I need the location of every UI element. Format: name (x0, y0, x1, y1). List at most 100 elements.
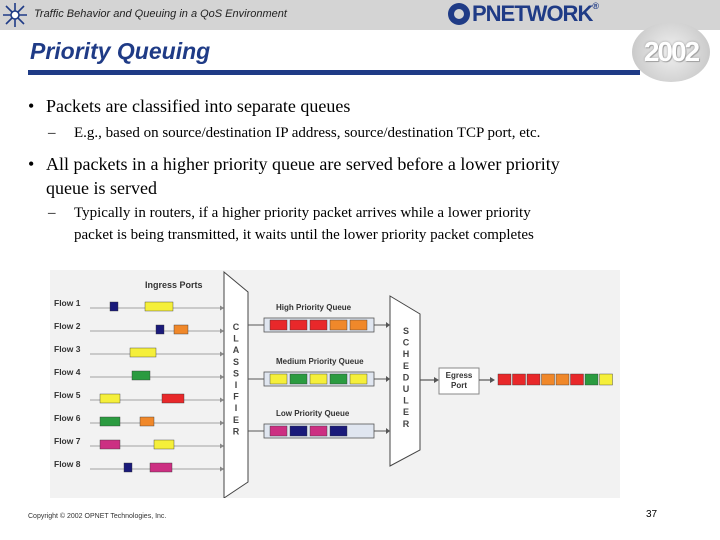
flow-packet (161, 393, 185, 404)
queue-packet (269, 373, 288, 385)
queue-packet (329, 373, 348, 385)
ingress-ports-label: Ingress Ports (145, 280, 203, 290)
bullet-2-sub-1: – Typically in routers, if a higher prio… (48, 202, 534, 246)
queue-packet (289, 373, 308, 385)
bullet-2-sub-1-line-1: Typically in routers, if a higher priori… (74, 205, 531, 221)
queue-packet (349, 319, 368, 331)
scheduler-letter: D (403, 372, 410, 382)
queue-out-arrowhead (386, 376, 390, 382)
classifier-letter: I (235, 403, 238, 413)
queue-packet (269, 425, 288, 437)
egress-packet (584, 373, 599, 386)
classifier-letter: I (235, 380, 238, 390)
bullet-1-sub-1-text: E.g., based on source/destination IP add… (74, 125, 541, 141)
flow-label: Flow 5 (54, 390, 81, 400)
header-band: Traffic Behavior and Queuing in a QoS En… (0, 0, 720, 30)
queue-label: High Priority Queue (276, 303, 352, 312)
bullet-1-text: Packets are classified into separate que… (46, 96, 351, 116)
queue-out-arrowhead (386, 428, 390, 434)
egress-out-arrowhead (490, 377, 495, 383)
scheduler-letter: C (403, 338, 410, 348)
flow-label: Flow 8 (54, 459, 81, 469)
flow-packet (109, 301, 119, 312)
egress-label-line-2: Port (451, 381, 467, 390)
queue-packet (289, 425, 308, 437)
queue-label: Low Priority Queue (276, 409, 350, 418)
queue-out-arrowhead (386, 322, 390, 328)
flow-arrowhead (220, 374, 224, 380)
flow-packet (129, 347, 157, 358)
flow-label: Flow 3 (54, 344, 81, 354)
classifier-letter: A (233, 345, 240, 355)
opnet-logo-registered: ® (592, 1, 599, 11)
classifier-letter: C (233, 322, 240, 332)
page-number: 37 (646, 509, 658, 520)
bullet-1: • Packets are classified into separate q… (28, 94, 351, 118)
bullet-2-sub-1-line-2: packet is being transmitted, it waits un… (74, 227, 534, 243)
egress-packets (497, 373, 613, 386)
queues-group: High Priority Queue Medium Priority Queue… (248, 303, 390, 439)
flow-packet (99, 416, 121, 427)
queue-packet (329, 319, 348, 331)
flows-group: Flow 1 Flow 2 Flow 3 Flow 4 Flow 5 Flow 6 Flow… (54, 298, 224, 473)
bullet-dot: • (28, 96, 35, 116)
opnet-logo: PNETWORK® (448, 1, 599, 26)
flow-arrowhead (220, 305, 224, 311)
egress-packet (570, 373, 584, 386)
flow-arrowhead (220, 420, 224, 426)
flow-packet (144, 301, 174, 312)
egress-packet (512, 373, 526, 386)
sub-dash: – (48, 205, 56, 221)
bullet-2: • All packets in a higher priority queue… (28, 152, 560, 200)
queue-packet (349, 373, 368, 385)
flow-packet (99, 393, 121, 404)
opnet-logo-text: PNETWORK (472, 1, 593, 26)
egress-packet (497, 373, 512, 386)
egress-packet (526, 373, 541, 386)
flow-packet (149, 462, 173, 473)
flow-arrowhead (220, 443, 224, 449)
footer-copyright: Copyright © 2002 OPNET Technologies, Inc… (28, 513, 167, 520)
classifier-letter: R (233, 426, 240, 436)
classifier-block (223, 270, 249, 498)
opnet-o-icon (448, 3, 470, 25)
flow-packet (123, 462, 133, 473)
scheduler-block (389, 295, 421, 467)
queue-packet (269, 319, 288, 331)
flow-arrowhead (220, 328, 224, 334)
flow-packet (139, 416, 155, 427)
header-subtitle: Traffic Behavior and Queuing in a QoS En… (34, 8, 287, 20)
year-badge-circle (632, 22, 710, 82)
bullet-1-sub-1: – E.g., based on source/destination IP a… (48, 122, 541, 144)
scheduler-letter: E (403, 361, 409, 371)
scheduler-letter: R (403, 419, 410, 429)
bullet-2-text-line-2: queue is served (46, 178, 157, 198)
flow-label: Flow 7 (54, 436, 81, 446)
flow-arrowhead (220, 351, 224, 357)
classifier-letter: L (233, 334, 239, 344)
scheduler-letter: S (403, 326, 409, 336)
classifier-letter: E (233, 415, 239, 425)
sub-dash: – (48, 125, 56, 141)
opnet-star-icon (3, 3, 27, 27)
bullet-2-text-line-1: All packets in a higher priority queue a… (46, 154, 560, 174)
scheduler-to-egress-arrowhead (434, 377, 439, 383)
scheduler-letter: E (403, 407, 409, 417)
flow-label: Flow 6 (54, 413, 81, 423)
queue-packet (329, 425, 348, 437)
scheduler-letter: L (403, 396, 409, 406)
bullet-dot: • (28, 154, 35, 174)
queue-label: Medium Priority Queue (276, 357, 364, 366)
classifier-letter: S (233, 368, 239, 378)
flow-label: Flow 2 (54, 321, 81, 331)
title-underline (28, 70, 640, 75)
flow-arrowhead (220, 466, 224, 472)
egress-packet (555, 373, 570, 386)
slide-title: Priority Queuing (30, 38, 211, 64)
flow-packet (131, 370, 151, 381)
scheduler-letter: U (403, 384, 410, 394)
flow-packet (173, 324, 189, 335)
